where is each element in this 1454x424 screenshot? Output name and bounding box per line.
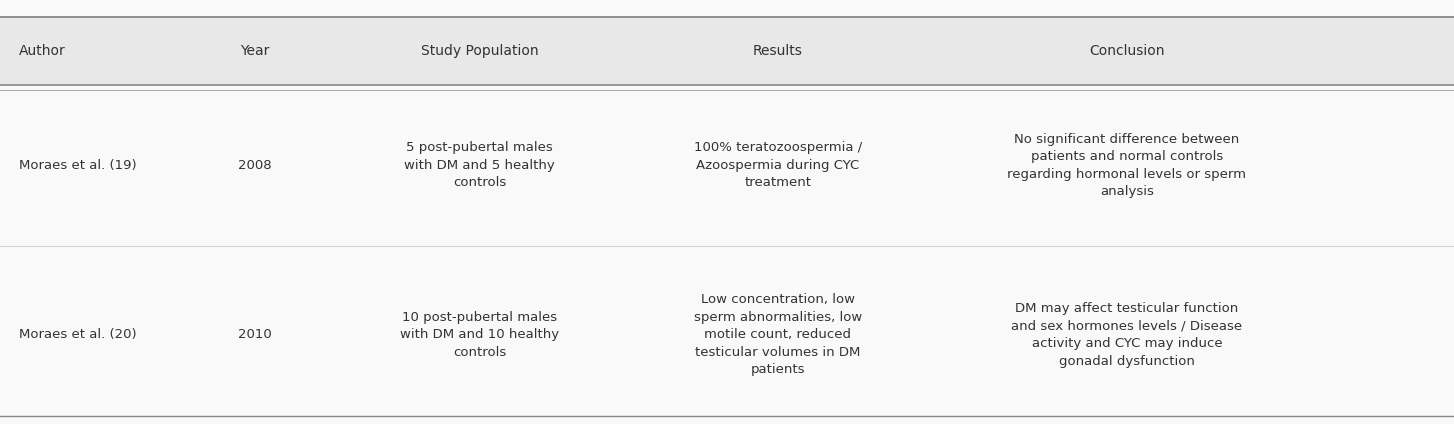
Text: 5 post-pubertal males
with DM and 5 healthy
controls: 5 post-pubertal males with DM and 5 heal…	[404, 141, 555, 190]
Text: 100% teratozoospermia /
Azoospermia during CYC
treatment: 100% teratozoospermia / Azoospermia duri…	[694, 141, 862, 190]
Text: No significant difference between
patients and normal controls
regarding hormona: No significant difference between patien…	[1008, 133, 1246, 198]
Text: Study Population: Study Population	[422, 44, 538, 58]
Text: Conclusion: Conclusion	[1089, 44, 1165, 58]
Text: Low concentration, low
sperm abnormalities, low
motile count, reduced
testicular: Low concentration, low sperm abnormaliti…	[694, 293, 862, 377]
Text: Moraes et al. (20): Moraes et al. (20)	[19, 329, 137, 341]
Text: Author: Author	[19, 44, 65, 58]
Text: 2008: 2008	[237, 159, 272, 172]
Text: 2010: 2010	[237, 329, 272, 341]
Text: Moraes et al. (19): Moraes et al. (19)	[19, 159, 137, 172]
Text: DM may affect testicular function
and sex hormones levels / Disease
activity and: DM may affect testicular function and se…	[1012, 302, 1242, 368]
Text: 10 post-pubertal males
with DM and 10 healthy
controls: 10 post-pubertal males with DM and 10 he…	[400, 311, 560, 359]
Bar	[0, 17, 1454, 85]
Text: Results: Results	[753, 44, 803, 58]
Text: Year: Year	[240, 44, 269, 58]
